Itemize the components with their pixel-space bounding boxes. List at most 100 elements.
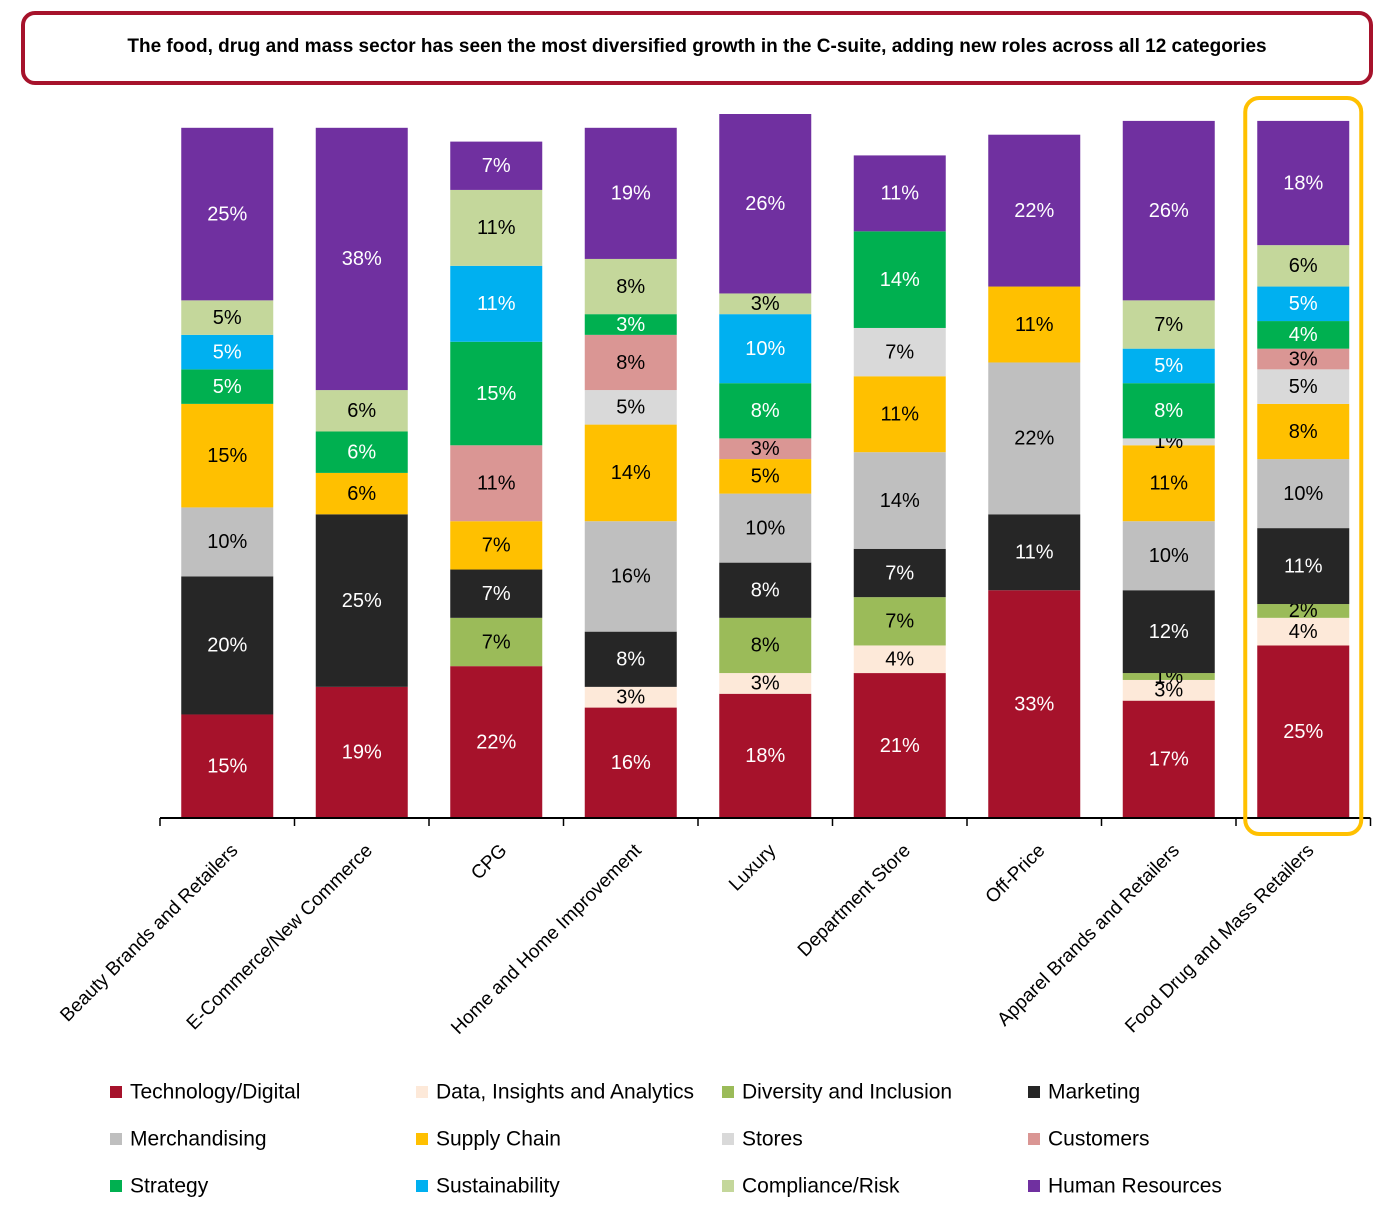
legend-label: Merchandising [130, 1128, 267, 1151]
data-label: 4% [885, 649, 914, 671]
bar-segment [1257, 369, 1350, 404]
legend-swatch [722, 1086, 734, 1098]
bar-segment [853, 645, 946, 674]
bar-segment [1257, 604, 1350, 618]
bar-segment [719, 114, 812, 294]
data-label: 19% [342, 742, 382, 764]
bar-segment [450, 617, 543, 667]
data-label: 7% [885, 562, 914, 584]
data-label: 25% [1283, 721, 1323, 743]
bar-segment [719, 438, 812, 460]
data-label: 8% [751, 635, 780, 657]
legend-swatch [722, 1180, 734, 1192]
bar-segment [450, 141, 543, 190]
data-label: 4% [1289, 621, 1318, 643]
bar-segment [1257, 286, 1350, 322]
data-label: 25% [342, 590, 382, 612]
bar-segment [1122, 673, 1215, 680]
bar-segment [1122, 679, 1215, 701]
legend-label: Customers [1048, 1128, 1150, 1151]
bar-segment [181, 334, 274, 370]
data-label: 8% [616, 276, 645, 298]
bar-segment [450, 521, 543, 570]
bar-segment [450, 569, 543, 618]
data-label: 10% [745, 517, 785, 539]
bar-segment [315, 390, 408, 432]
chart-title: The food, drug and mass sector has seen … [127, 36, 1266, 57]
bar-segment [1257, 245, 1350, 287]
x-tick-label: Off-Price [982, 840, 1050, 908]
bar-segment [719, 459, 812, 494]
data-label: 14% [880, 269, 920, 291]
bar-segment [1122, 120, 1215, 301]
bar-segment [584, 631, 677, 687]
highlight-box [1243, 96, 1364, 836]
bar-segment [450, 265, 543, 342]
bar-segment [181, 300, 274, 335]
data-label: 7% [885, 341, 914, 363]
data-label: 21% [880, 735, 920, 757]
bar-segment [450, 189, 543, 266]
data-label: 12% [1149, 621, 1189, 643]
data-label: 26% [1149, 200, 1189, 222]
data-label: 22% [1014, 428, 1054, 450]
legend-swatch [1028, 1086, 1040, 1098]
legend-swatch [110, 1180, 122, 1192]
data-label: 15% [207, 445, 247, 467]
bar-segment [1257, 348, 1350, 370]
data-label: 2% [1289, 600, 1318, 622]
bar-segment [584, 686, 677, 708]
bar-segment [1257, 403, 1350, 460]
bar-segment [584, 707, 677, 818]
data-label: 5% [616, 397, 645, 419]
bar-segment [719, 693, 812, 818]
data-label: 7% [482, 155, 511, 177]
bar-segment [853, 231, 946, 328]
bar-segment [181, 714, 274, 818]
data-label: 7% [482, 631, 511, 653]
data-label: 5% [213, 376, 242, 398]
data-label: 8% [616, 649, 645, 671]
data-label: 10% [745, 338, 785, 360]
bar-segment [853, 327, 946, 377]
bar-segment [853, 548, 946, 598]
data-label: 18% [1283, 172, 1323, 194]
data-label: 10% [1149, 545, 1189, 567]
title-box [21, 11, 1373, 85]
bar-segment [584, 424, 677, 522]
data-label: 3% [616, 686, 645, 708]
bar-segment [853, 155, 946, 232]
bar-segment [1257, 321, 1350, 349]
bar-segment [1122, 445, 1215, 522]
data-label: 26% [745, 193, 785, 215]
bar-segment [719, 314, 812, 384]
bar-segment [719, 293, 812, 315]
data-label: 15% [207, 756, 247, 778]
bar-segment [1257, 120, 1350, 246]
bar-segment [853, 597, 946, 646]
bar-segment [1122, 521, 1215, 591]
data-label: 14% [880, 490, 920, 512]
legend-swatch [1028, 1133, 1040, 1145]
data-label: 11% [1015, 542, 1054, 564]
bar-segment [719, 562, 812, 618]
data-label: 8% [1154, 400, 1183, 422]
bar-segment [450, 445, 543, 522]
bar-segment [181, 127, 274, 301]
bar-segment [988, 590, 1081, 818]
bar-segment [1122, 348, 1215, 384]
bar-segment [1257, 459, 1350, 529]
data-label: 8% [616, 352, 645, 374]
data-label: 8% [751, 580, 780, 602]
bar-segment [853, 673, 946, 818]
legend-label: Supply Chain [436, 1128, 561, 1151]
bar-segment [584, 521, 677, 632]
data-label: 8% [751, 400, 780, 422]
data-label: 8% [1289, 421, 1318, 443]
bar-segment [719, 383, 812, 439]
data-label: 16% [611, 752, 651, 774]
bar-segment [181, 403, 274, 508]
data-label: 6% [347, 483, 376, 505]
data-label: 7% [482, 583, 511, 605]
